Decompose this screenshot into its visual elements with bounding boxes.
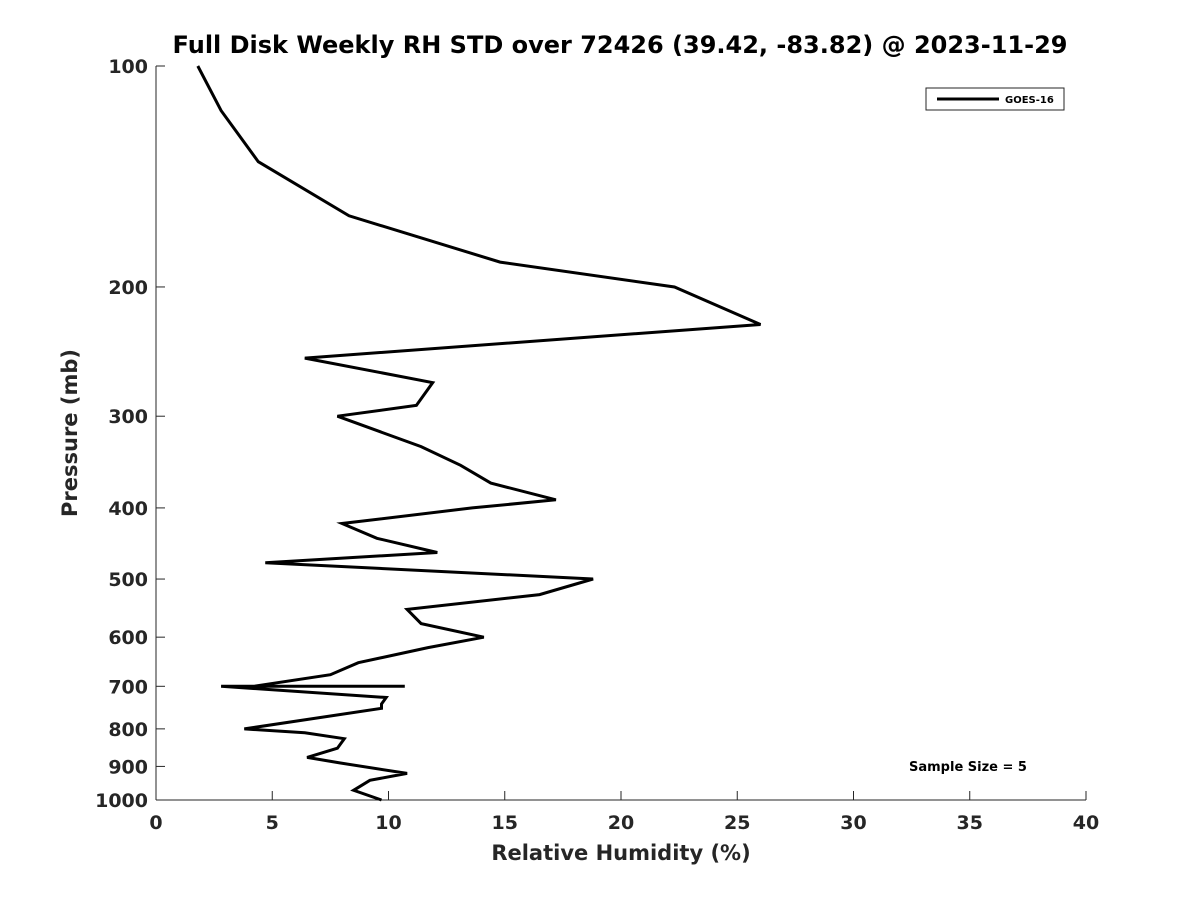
y-axis-ticks: 100 200 300 400 500 600 700 800 900 1000 [95, 56, 165, 812]
y-tick-label: 100 [108, 56, 148, 78]
y-tick-label: 200 [108, 277, 148, 299]
chart-title: Full Disk Weekly RH STD over 72426 (39.4… [173, 31, 1068, 59]
x-axis-ticks: 0 5 10 15 20 25 30 35 40 [149, 791, 1099, 834]
x-tick-label: 25 [724, 812, 750, 834]
series-layer [196, 65, 762, 802]
y-tick-label: 800 [108, 719, 148, 741]
x-tick-label: 20 [608, 812, 634, 834]
x-tick-label: 5 [266, 812, 279, 834]
x-tick-label: 35 [957, 812, 983, 834]
x-tick-label: 40 [1073, 812, 1099, 834]
y-tick-label: 500 [108, 569, 148, 591]
x-tick-label: 15 [492, 812, 518, 834]
sample-size-annotation: Sample Size = 5 [909, 760, 1027, 775]
y-tick-label: 300 [108, 406, 148, 428]
x-tick-label: 30 [840, 812, 866, 834]
legend-entry-label: GOES-16 [1005, 95, 1054, 106]
y-tick-label: 900 [108, 756, 148, 778]
legend: GOES-16 [925, 87, 1065, 111]
x-tick-label: 10 [375, 812, 401, 834]
y-tick-label: 1000 [95, 790, 148, 812]
series-line-goes-16 [196, 65, 762, 802]
y-tick-label: 700 [108, 676, 148, 698]
y-tick-label: 600 [108, 627, 148, 649]
x-tick-label: 0 [149, 812, 162, 834]
y-axis-label: Pressure (mb) [58, 349, 82, 517]
x-axis-label: Relative Humidity (%) [491, 841, 750, 865]
y-tick-label: 400 [108, 498, 148, 520]
